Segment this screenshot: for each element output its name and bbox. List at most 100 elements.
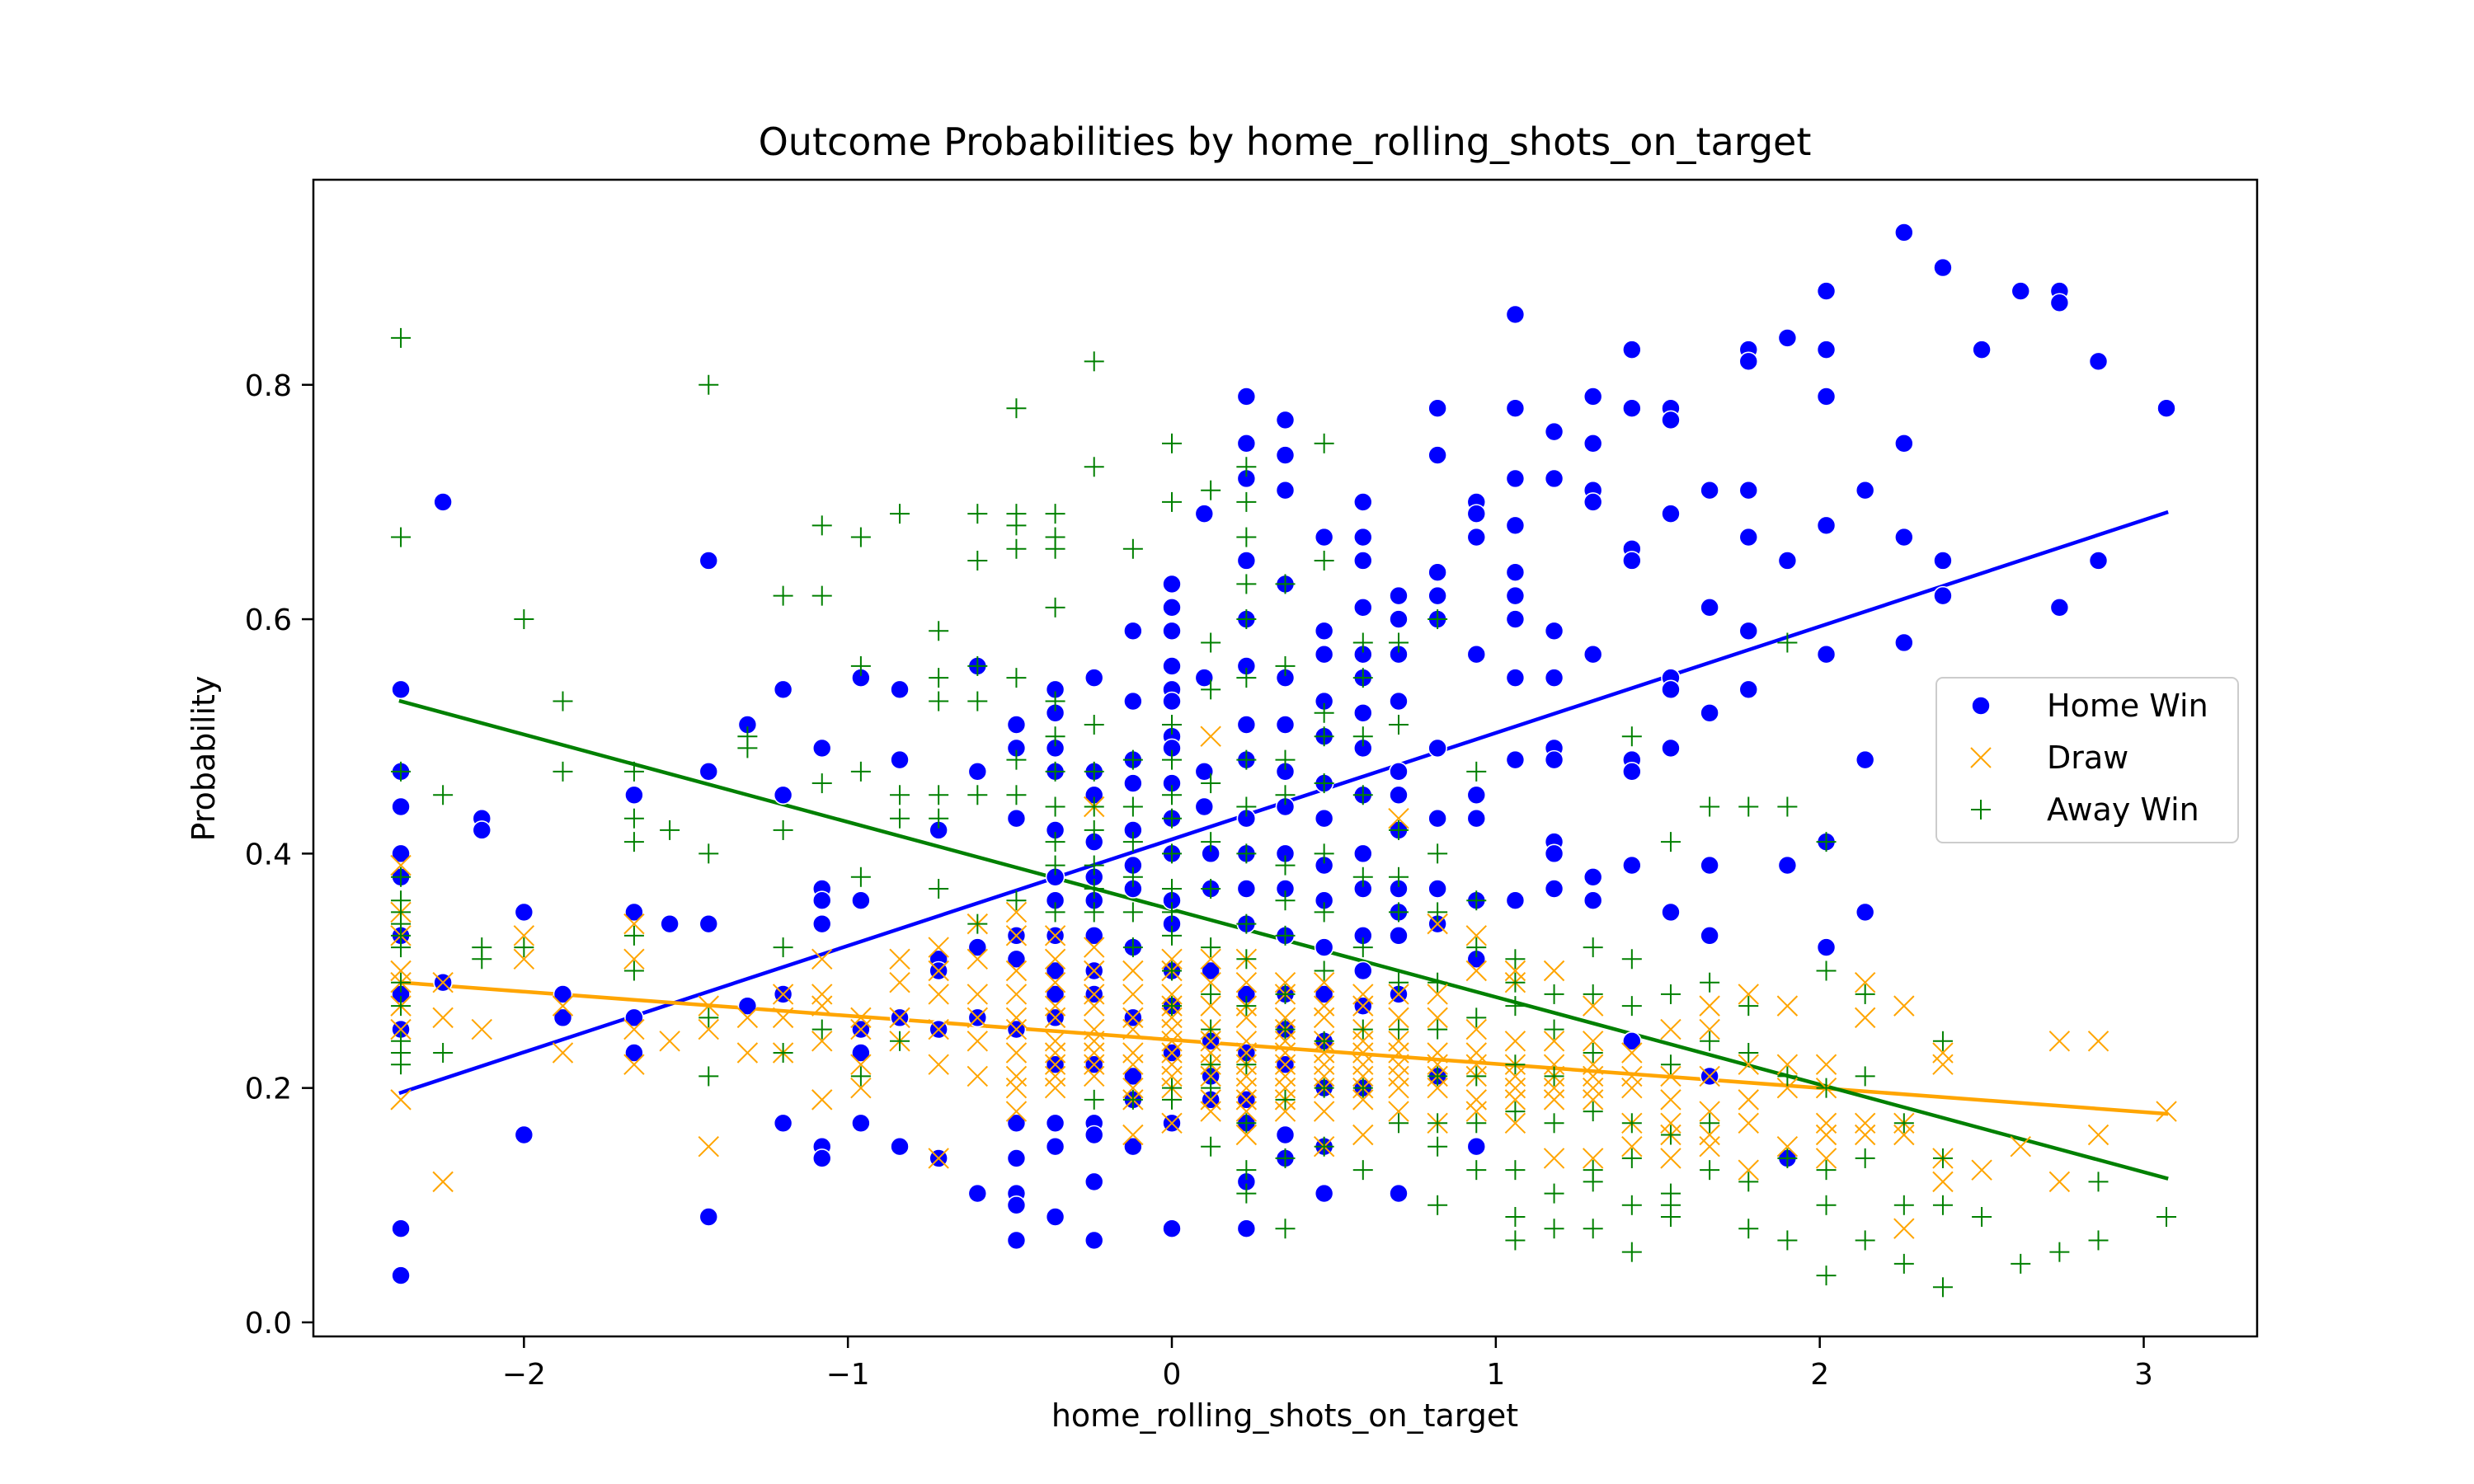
point-away-win [1275,1219,1296,1239]
point-draw [1427,913,1448,935]
point-away-win [1816,1078,1837,1098]
chart-title: Outcome Probabilities by home_rolling_sh… [759,120,1812,164]
point-home-win [391,1266,411,1285]
point-draw [1200,972,1221,993]
x-tick-label: 1 [1486,1358,1505,1392]
point-away-win [967,913,988,934]
point-away-win [1122,937,1143,958]
point-draw-stroke [1313,1042,1335,1064]
point-home-win [1045,984,1065,1004]
point-draw [1044,1042,1066,1064]
point-home-win [1777,551,1798,571]
point-draw-stroke [1465,925,1487,946]
point-draw [1543,1148,1565,1169]
point-draw [811,984,833,1005]
point-draw-stroke [1122,1042,1144,1064]
point-away-win [623,960,644,981]
point-away-win [1932,1148,1953,1168]
point-draw-stroke [552,995,574,1017]
point-away-win [890,504,910,524]
point-away-win [1045,597,1065,618]
point-away-win [1700,796,1720,817]
point-draw-stroke [1699,1101,1720,1122]
point-draw-stroke [1235,1065,1258,1087]
y-tick-label: 0.4 [245,838,292,871]
point-home-win [1194,668,1215,688]
point-draw-stroke [1582,1054,1604,1075]
point-home-win [851,890,871,911]
point-home-win [391,796,411,817]
point-away-win [1932,1195,1953,1215]
point-draw-stroke [1465,1101,1487,1122]
point-draw [1044,925,1066,946]
point-away-win [1045,796,1065,817]
point-draw [1161,948,1183,970]
x-tick-label: 0 [1163,1358,1182,1392]
point-away-win [553,761,573,782]
point-draw-stroke [1084,995,1105,1017]
point-away-win [1388,714,1409,735]
point-draw [1084,937,1105,958]
point-away-win [1084,855,1104,876]
point-home-win [1544,468,1564,489]
point-draw [928,1018,949,1040]
legend: Home Win Draw Away Win [1935,677,2239,843]
point-draw-stroke [1005,1007,1028,1029]
point-draw-stroke [1932,1054,1954,1075]
point-draw-stroke [1465,960,1487,982]
point-home-win [1236,879,1257,899]
point-away-win [773,1043,793,1064]
point-home-win [1236,715,1257,735]
point-away-win [1275,1148,1296,1168]
point-draw [1388,1077,1409,1099]
point-draw [1161,1031,1183,1052]
point-home-win [624,902,644,923]
point-draw-stroke [1854,1112,1876,1134]
point-home-win [1194,504,1215,524]
point-draw-stroke [432,972,454,993]
point-home-win [1162,598,1182,618]
point-home-win [1816,281,1837,301]
point-draw [967,948,989,970]
point-draw-stroke [1504,1077,1526,1099]
point-draw-stroke [1815,1124,1837,1146]
point-away-win [1084,902,1104,923]
point-draw [1427,1077,1448,1099]
point-away-win [967,550,988,571]
point-draw [1313,1054,1335,1075]
point-away-win [1314,702,1334,723]
point-draw [552,1042,574,1064]
point-away-win [1466,937,1487,958]
point-draw-stroke [698,1018,719,1040]
point-home-win [1855,480,1875,500]
point-away-win [1162,925,1183,946]
point-away-win [1816,1195,1837,1215]
point-draw [1465,1042,1487,1064]
legend-marker-draw [1970,747,1992,768]
point-home-win [1427,398,1447,418]
point-away-win [773,585,793,606]
point-away-win [1352,1078,1373,1098]
point-home-win [1352,960,1373,981]
point-draw-stroke [850,1018,872,1040]
point-away-win [967,691,988,711]
point-away-win [1427,902,1448,923]
point-draw [1084,1031,1105,1052]
point-draw [432,972,454,993]
point-home-win [1700,480,1719,500]
point-draw-stroke [1699,1065,1720,1087]
point-draw-stroke [1776,1136,1799,1158]
point-home-win [1738,480,1759,500]
point-away-win [1084,351,1104,372]
point-draw-stroke [1388,1077,1409,1099]
point-home-win [391,1219,411,1239]
point-away-win [1122,749,1143,770]
point-draw-stroke [967,1065,989,1087]
point-draw-stroke [967,1007,989,1029]
point-draw-stroke [2048,1171,2071,1193]
point-draw [1582,1077,1604,1099]
point-draw [967,1031,989,1052]
point-away-win [929,785,949,805]
point-away-win [1583,984,1603,1004]
point-draw [1044,1031,1066,1052]
